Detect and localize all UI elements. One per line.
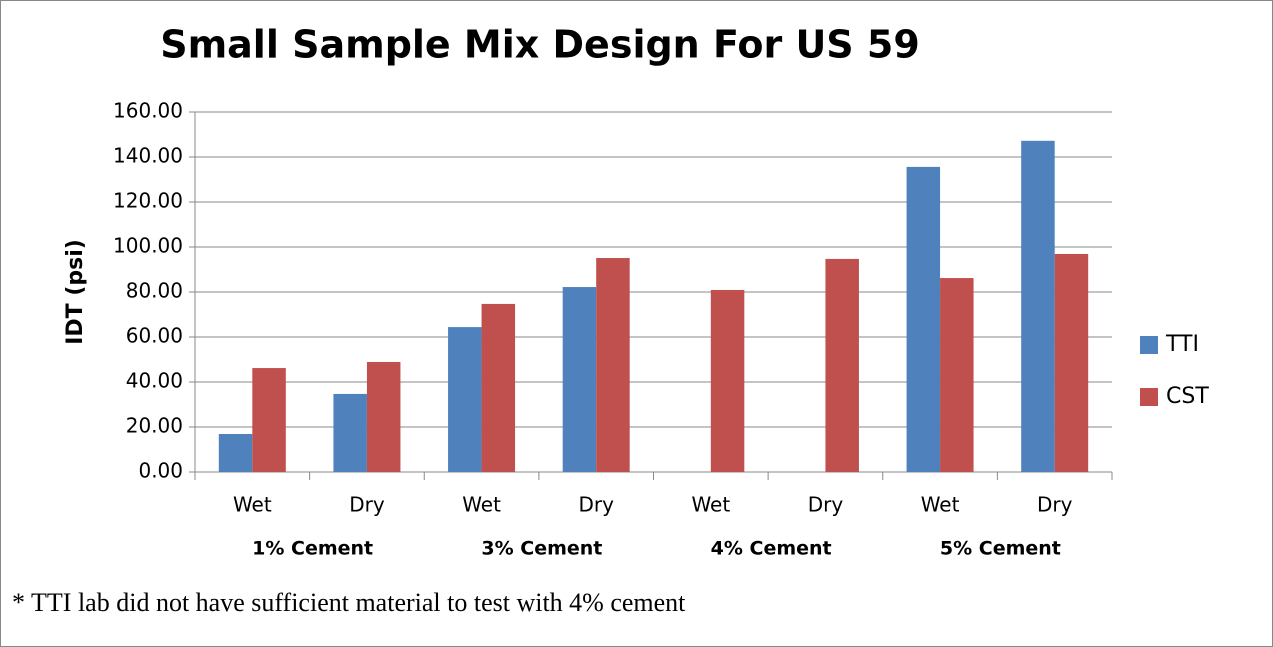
- bar: [448, 327, 482, 472]
- group-label: 5% Cement: [940, 538, 1061, 560]
- x-tick-label: Wet: [233, 493, 272, 517]
- x-tick-label: Wet: [462, 493, 501, 517]
- x-tick-label: Dry: [578, 493, 614, 517]
- x-tick-label: Wet: [691, 493, 730, 517]
- y-tick-label: 100.00: [113, 234, 183, 258]
- y-tick-label: 40.00: [126, 369, 183, 393]
- bar: [1021, 140, 1055, 473]
- legend-label: CST: [1166, 384, 1209, 409]
- bar: [252, 368, 286, 472]
- bar: [562, 287, 597, 472]
- bar: [366, 361, 401, 472]
- group-label: 4% Cement: [711, 538, 832, 560]
- bar: [710, 289, 745, 472]
- bar: [940, 278, 974, 472]
- x-tick-label: Dry: [808, 493, 844, 517]
- bar: [596, 258, 630, 472]
- bar: [1054, 253, 1089, 472]
- legend-swatch: [1140, 336, 1158, 354]
- y-tick-label: 80.00: [126, 279, 183, 303]
- bar: [218, 433, 253, 472]
- y-axis-label: IDT (psi): [63, 239, 88, 345]
- bar: [906, 166, 941, 472]
- legend-swatch: [1140, 388, 1158, 406]
- footnote: * TTI lab did not have sufficient materi…: [12, 588, 686, 617]
- y-tick-label: 60.00: [126, 324, 183, 348]
- y-tick-label: 120.00: [113, 189, 183, 213]
- x-tick-label: Dry: [1037, 493, 1073, 517]
- y-tick-label: 0.00: [138, 459, 183, 483]
- bar: [825, 258, 859, 472]
- x-tick-label: Dry: [349, 493, 385, 517]
- group-label: 1% Cement: [252, 538, 373, 560]
- bar: [333, 393, 367, 472]
- y-tick-label: 140.00: [113, 144, 183, 168]
- y-tick-label: 20.00: [126, 414, 183, 438]
- group-label: 3% Cement: [481, 538, 602, 560]
- x-tick-label: Wet: [921, 493, 960, 517]
- legend-label: TTI: [1165, 332, 1199, 357]
- chart-title: Small Sample Mix Design For US 59: [160, 23, 920, 67]
- bar: [481, 303, 516, 472]
- y-tick-label: 160.00: [113, 99, 183, 123]
